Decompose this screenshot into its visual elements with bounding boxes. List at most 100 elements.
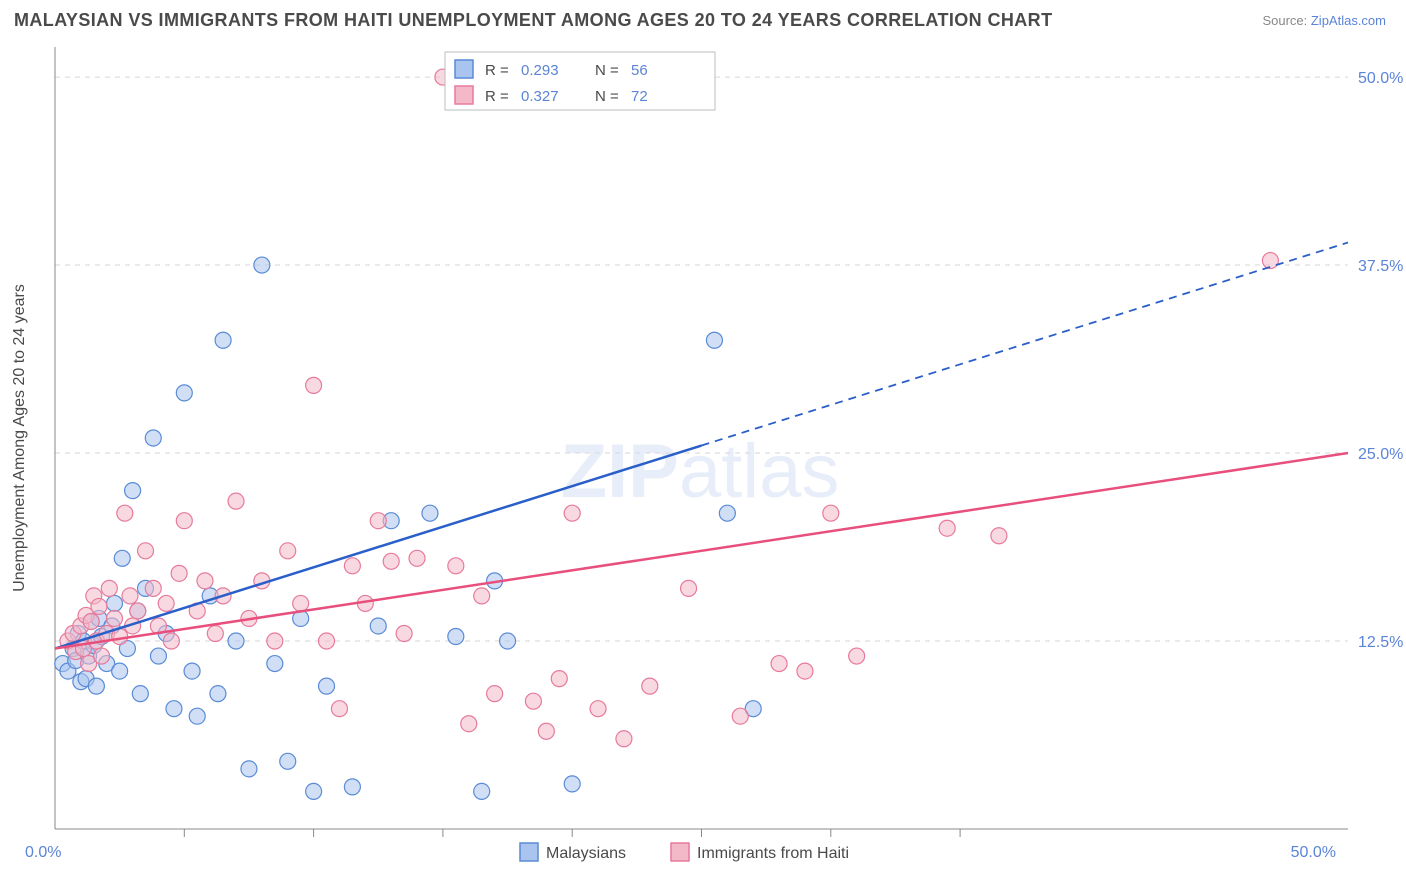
legend-n-label: N = (595, 88, 619, 105)
legend-n-label: N = (595, 62, 619, 79)
scatter-point (94, 648, 110, 664)
scatter-point (106, 610, 122, 626)
bottom-legend-swatch (520, 843, 538, 861)
bottom-legend-swatch (671, 843, 689, 861)
legend-r-value: 0.327 (521, 88, 559, 105)
legend-n-value: 72 (631, 88, 648, 105)
scatter-point (130, 603, 146, 619)
scatter-point (383, 553, 399, 569)
scatter-point (422, 505, 438, 521)
scatter-point (280, 543, 296, 559)
scatter-point (176, 385, 192, 401)
scatter-point (344, 558, 360, 574)
scatter-point (189, 708, 205, 724)
scatter-point (228, 493, 244, 509)
scatter-point (344, 779, 360, 795)
scatter-point (91, 598, 107, 614)
scatter-point (215, 332, 231, 348)
chart-area: ZIPatlas 12.5% 25.0% 37.5% 50.0% R = 0.293 N =… (0, 37, 1406, 883)
scatter-point (370, 618, 386, 634)
scatter-point (487, 686, 503, 702)
scatter-point (132, 686, 148, 702)
legend-r-label: R = (485, 88, 509, 105)
scatter-point (564, 776, 580, 792)
legend-r-label: R = (485, 62, 509, 79)
scatter-point (771, 656, 787, 672)
scatter-point (732, 708, 748, 724)
scatter-point (106, 595, 122, 611)
scatter-point (171, 565, 187, 581)
scatter-point (241, 761, 257, 777)
scatter-point (642, 678, 658, 694)
scatter-point (210, 686, 226, 702)
scatter-point (306, 783, 322, 799)
scatter-point (706, 332, 722, 348)
scatter-point (823, 505, 839, 521)
scatter-point (474, 588, 490, 604)
scatter-point (719, 505, 735, 521)
watermark: ZIPatlas (561, 429, 840, 514)
scatter-point (184, 663, 200, 679)
scatter-point (319, 678, 335, 694)
scatter-point (306, 377, 322, 393)
scatter-point (207, 626, 223, 642)
legend-swatch (455, 60, 473, 78)
scatter-point (122, 588, 138, 604)
source-text: Source: ZipAtlas.com (1262, 13, 1386, 28)
y-axis-label: Unemployment Among Ages 20 to 24 years (11, 284, 28, 592)
trend-line-dashed (702, 243, 1349, 446)
y-tick-label: 25.0% (1358, 446, 1403, 463)
scatter-point (228, 633, 244, 649)
scatter-point (101, 580, 117, 596)
scatter-point (319, 633, 335, 649)
scatter-point (616, 731, 632, 747)
scatter-point (461, 716, 477, 732)
legend-swatch (455, 86, 473, 104)
scatter-point (176, 513, 192, 529)
scatter-point (88, 678, 104, 694)
scatter-point (331, 701, 347, 717)
scatter-point (254, 257, 270, 273)
scatter-point (114, 550, 130, 566)
scatter-point (797, 663, 813, 679)
y-tick-label: 12.5% (1358, 634, 1403, 651)
scatter-point (163, 633, 179, 649)
scatter-chart-svg: ZIPatlas 12.5% 25.0% 37.5% 50.0% R = 0.293 N =… (0, 37, 1406, 883)
scatter-point (448, 558, 464, 574)
scatter-point (83, 613, 99, 629)
scatter-point (564, 505, 580, 521)
scatter-point (267, 633, 283, 649)
scatter-point (293, 595, 309, 611)
scatter-point (500, 633, 516, 649)
scatter-point (474, 783, 490, 799)
scatter-point (117, 505, 133, 521)
scatter-point (267, 656, 283, 672)
scatter-point (370, 513, 386, 529)
scatter-point (138, 543, 154, 559)
chart-header: MALAYSIAN VS IMMIGRANTS FROM HAITI UNEMP… (0, 0, 1406, 37)
source-link[interactable]: ZipAtlas.com (1311, 13, 1386, 28)
scatter-point (849, 648, 865, 664)
scatter-point (409, 550, 425, 566)
scatter-point (939, 520, 955, 536)
scatter-point (590, 701, 606, 717)
scatter-point (396, 626, 412, 642)
legend-n-value: 56 (631, 62, 648, 79)
scatter-point (145, 430, 161, 446)
chart-title: MALAYSIAN VS IMMIGRANTS FROM HAITI UNEMP… (14, 10, 1052, 31)
scatter-point (681, 580, 697, 596)
scatter-point (112, 663, 128, 679)
scatter-point (538, 723, 554, 739)
scatter-point (150, 648, 166, 664)
x-origin-label: 0.0% (25, 844, 61, 861)
scatter-point (991, 528, 1007, 544)
scatter-point (280, 753, 296, 769)
scatter-point (1262, 253, 1278, 269)
y-tick-label: 37.5% (1358, 258, 1403, 275)
x-max-label: 50.0% (1291, 844, 1336, 861)
scatter-point (448, 629, 464, 645)
scatter-point (145, 580, 161, 596)
scatter-point (125, 483, 141, 499)
legend-r-value: 0.293 (521, 62, 559, 79)
bottom-legend-label: Malaysians (546, 845, 626, 862)
